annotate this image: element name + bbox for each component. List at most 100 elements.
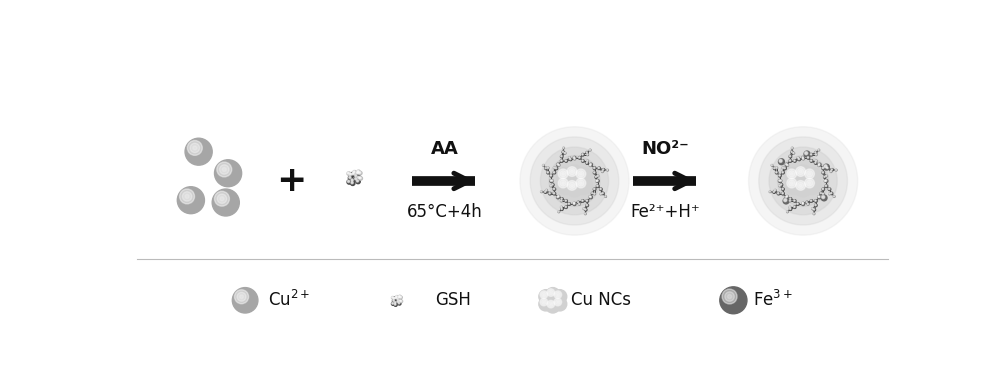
Circle shape — [214, 191, 229, 206]
Circle shape — [810, 154, 812, 155]
Circle shape — [578, 171, 584, 177]
Circle shape — [215, 160, 242, 187]
Circle shape — [185, 194, 189, 198]
Circle shape — [541, 292, 546, 297]
Circle shape — [354, 174, 358, 178]
Circle shape — [785, 177, 803, 194]
Circle shape — [835, 169, 837, 171]
Circle shape — [569, 182, 575, 189]
Circle shape — [802, 203, 805, 206]
Circle shape — [347, 180, 350, 182]
Circle shape — [791, 147, 793, 149]
Circle shape — [831, 169, 832, 170]
Circle shape — [825, 165, 827, 167]
Circle shape — [556, 167, 557, 169]
Circle shape — [773, 191, 774, 192]
Circle shape — [547, 289, 555, 296]
Circle shape — [824, 180, 826, 182]
Circle shape — [602, 169, 605, 171]
Circle shape — [550, 303, 552, 305]
Circle shape — [781, 184, 782, 185]
Circle shape — [352, 172, 354, 175]
Circle shape — [819, 164, 820, 165]
Circle shape — [562, 151, 564, 152]
Circle shape — [566, 165, 583, 183]
Circle shape — [774, 189, 776, 191]
Circle shape — [807, 157, 810, 159]
Circle shape — [567, 167, 577, 176]
Circle shape — [360, 177, 361, 179]
Circle shape — [574, 158, 576, 160]
Circle shape — [823, 164, 829, 170]
Circle shape — [815, 152, 816, 153]
Circle shape — [393, 300, 394, 301]
Circle shape — [812, 208, 813, 209]
Circle shape — [561, 206, 562, 208]
Circle shape — [793, 152, 795, 154]
Circle shape — [561, 208, 562, 209]
Circle shape — [810, 160, 813, 162]
Circle shape — [356, 171, 360, 176]
Circle shape — [586, 152, 587, 153]
Circle shape — [395, 297, 396, 298]
Circle shape — [557, 163, 558, 165]
Circle shape — [217, 162, 232, 177]
Circle shape — [560, 155, 563, 158]
Circle shape — [555, 300, 560, 305]
Text: Cu$^{2+}$: Cu$^{2+}$ — [268, 290, 311, 310]
Circle shape — [785, 163, 788, 166]
Circle shape — [787, 178, 797, 188]
Circle shape — [562, 182, 564, 184]
Circle shape — [357, 176, 361, 180]
Circle shape — [590, 163, 591, 165]
Circle shape — [586, 204, 589, 207]
Circle shape — [802, 203, 804, 204]
Circle shape — [807, 203, 809, 205]
Circle shape — [810, 200, 812, 201]
Circle shape — [778, 159, 784, 165]
Circle shape — [779, 174, 781, 177]
Circle shape — [720, 287, 747, 314]
Circle shape — [815, 200, 816, 201]
Circle shape — [553, 290, 567, 303]
Circle shape — [552, 180, 553, 182]
Circle shape — [597, 180, 598, 181]
Circle shape — [573, 157, 575, 158]
Circle shape — [348, 176, 353, 180]
Circle shape — [232, 288, 258, 313]
Circle shape — [797, 157, 799, 159]
Circle shape — [548, 302, 553, 306]
Circle shape — [396, 296, 397, 297]
Circle shape — [798, 182, 804, 189]
Circle shape — [818, 163, 820, 165]
Circle shape — [593, 171, 596, 174]
Circle shape — [804, 151, 810, 157]
Circle shape — [180, 189, 195, 204]
Circle shape — [822, 188, 824, 189]
Circle shape — [356, 172, 359, 174]
Circle shape — [393, 300, 394, 301]
Circle shape — [829, 193, 830, 195]
Circle shape — [605, 196, 606, 198]
Circle shape — [554, 298, 562, 306]
Circle shape — [782, 192, 783, 194]
Circle shape — [818, 163, 821, 166]
Circle shape — [570, 159, 571, 160]
Circle shape — [541, 191, 542, 192]
Circle shape — [578, 180, 584, 186]
Ellipse shape — [520, 127, 629, 235]
Circle shape — [347, 172, 350, 175]
Circle shape — [348, 181, 349, 182]
Circle shape — [586, 200, 588, 201]
Circle shape — [805, 169, 814, 179]
Circle shape — [352, 173, 354, 174]
Circle shape — [240, 295, 243, 299]
Circle shape — [596, 180, 597, 182]
Circle shape — [395, 297, 398, 300]
Circle shape — [574, 157, 575, 158]
Circle shape — [820, 192, 822, 194]
Circle shape — [807, 157, 809, 158]
Circle shape — [235, 290, 249, 304]
Circle shape — [813, 209, 815, 210]
Circle shape — [815, 204, 817, 207]
